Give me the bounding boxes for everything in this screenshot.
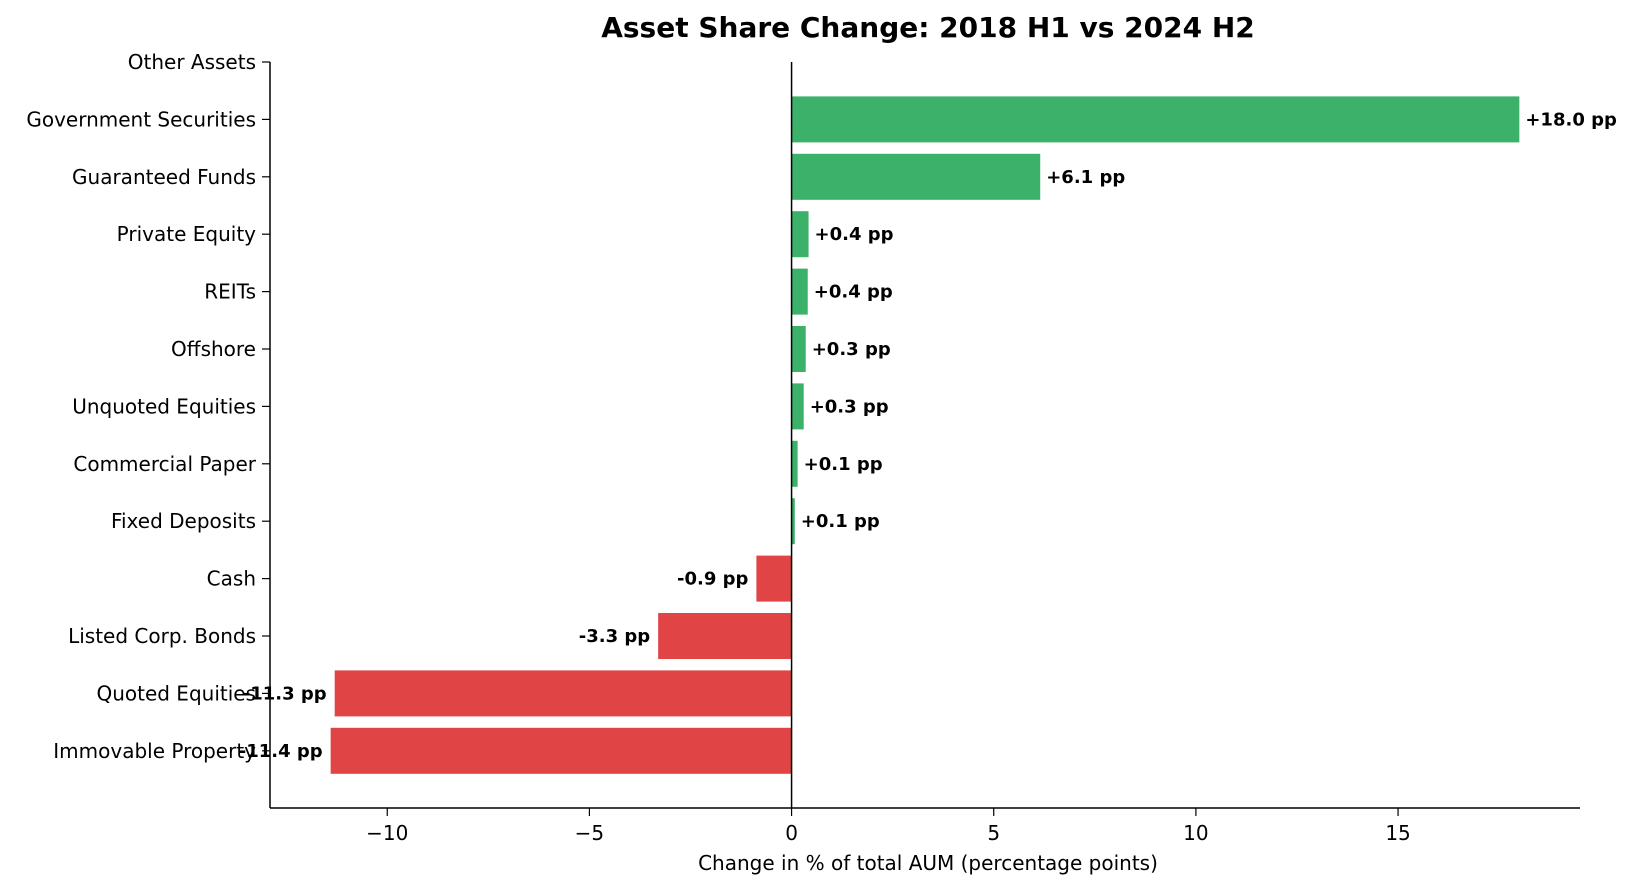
category-label-unquoted-equities: Unquoted Equities bbox=[72, 394, 256, 418]
data-labels: +18.0 pp +6.1 pp +0.4 pp +0.4 pp +0.3 pp +0.3… bbox=[239, 109, 1617, 761]
x-axis-label: Change in % of total AUM (percentage poi… bbox=[698, 851, 1158, 875]
x-tick-label: −10 bbox=[366, 821, 408, 845]
category-label-guaranteed-funds: Guaranteed Funds bbox=[72, 165, 256, 189]
bar-immovable-property bbox=[330, 727, 792, 774]
category-label-government-securities: Government Securities bbox=[26, 107, 256, 131]
data-label-guaranteed-funds: +6.1 pp bbox=[1046, 167, 1125, 188]
category-label-cash: Cash bbox=[207, 567, 256, 591]
x-tick-labels: −10 −5 0 5 10 15 bbox=[366, 821, 1411, 845]
category-label-fixed-deposits: Fixed Deposits bbox=[111, 509, 256, 533]
data-label-unquoted-equities: +0.3 pp bbox=[810, 396, 889, 417]
category-label-reits: REITs bbox=[204, 280, 256, 304]
data-label-government-securities: +18.0 pp bbox=[1525, 109, 1617, 130]
chart-title: Asset Share Change: 2018 H1 vs 2024 H2 bbox=[601, 11, 1255, 44]
category-label-private-equity: Private Equity bbox=[117, 222, 256, 246]
bar-government-securities bbox=[791, 96, 1520, 143]
category-label-quoted-equities: Quoted Equities bbox=[96, 681, 256, 705]
data-label-reits: +0.4 pp bbox=[814, 282, 893, 303]
category-label-commercial-paper: Commercial Paper bbox=[73, 452, 256, 476]
bar-cash bbox=[756, 555, 792, 602]
x-tick-label: 10 bbox=[1183, 821, 1208, 845]
category-label-listed-corp-bonds: Listed Corp. Bonds bbox=[68, 624, 256, 648]
category-labels: Other Assets Government Securities Guarant… bbox=[26, 50, 256, 763]
data-label-commercial-paper: +0.1 pp bbox=[804, 454, 883, 475]
data-label-quoted-equities: -11.3 pp bbox=[243, 683, 327, 704]
category-label-offshore: Offshore bbox=[171, 337, 256, 361]
x-tick-label: 0 bbox=[785, 821, 798, 845]
category-label-other-assets: Other Assets bbox=[128, 50, 256, 74]
axes-layer bbox=[262, 61, 1580, 816]
x-tick-label: 15 bbox=[1385, 821, 1410, 845]
data-label-offshore: +0.3 pp bbox=[812, 339, 891, 360]
bar-listed-corp-bonds bbox=[658, 613, 792, 659]
data-label-private-equity: +0.4 pp bbox=[815, 224, 894, 245]
x-tick-label: −5 bbox=[575, 821, 604, 845]
data-label-immovable-property: -11.4 pp bbox=[239, 741, 323, 762]
data-label-cash: -0.9 pp bbox=[677, 569, 749, 590]
bar-offshore bbox=[791, 326, 806, 372]
data-label-listed-corp-bonds: -3.3 pp bbox=[579, 626, 651, 647]
bar-guaranteed-funds bbox=[791, 153, 1041, 200]
bar-fixed-deposits bbox=[791, 498, 795, 545]
data-label-fixed-deposits: +0.1 pp bbox=[801, 511, 880, 532]
bars-layer bbox=[330, 96, 1520, 774]
bar-reits bbox=[791, 268, 808, 315]
bar-commercial-paper bbox=[791, 440, 798, 487]
bar-private-equity bbox=[791, 211, 809, 258]
bar-unquoted-equities bbox=[791, 383, 804, 430]
bar-quoted-equities bbox=[334, 670, 792, 717]
category-label-immovable-property: Immovable Property bbox=[53, 739, 256, 763]
x-tick-label: 5 bbox=[987, 821, 1000, 845]
